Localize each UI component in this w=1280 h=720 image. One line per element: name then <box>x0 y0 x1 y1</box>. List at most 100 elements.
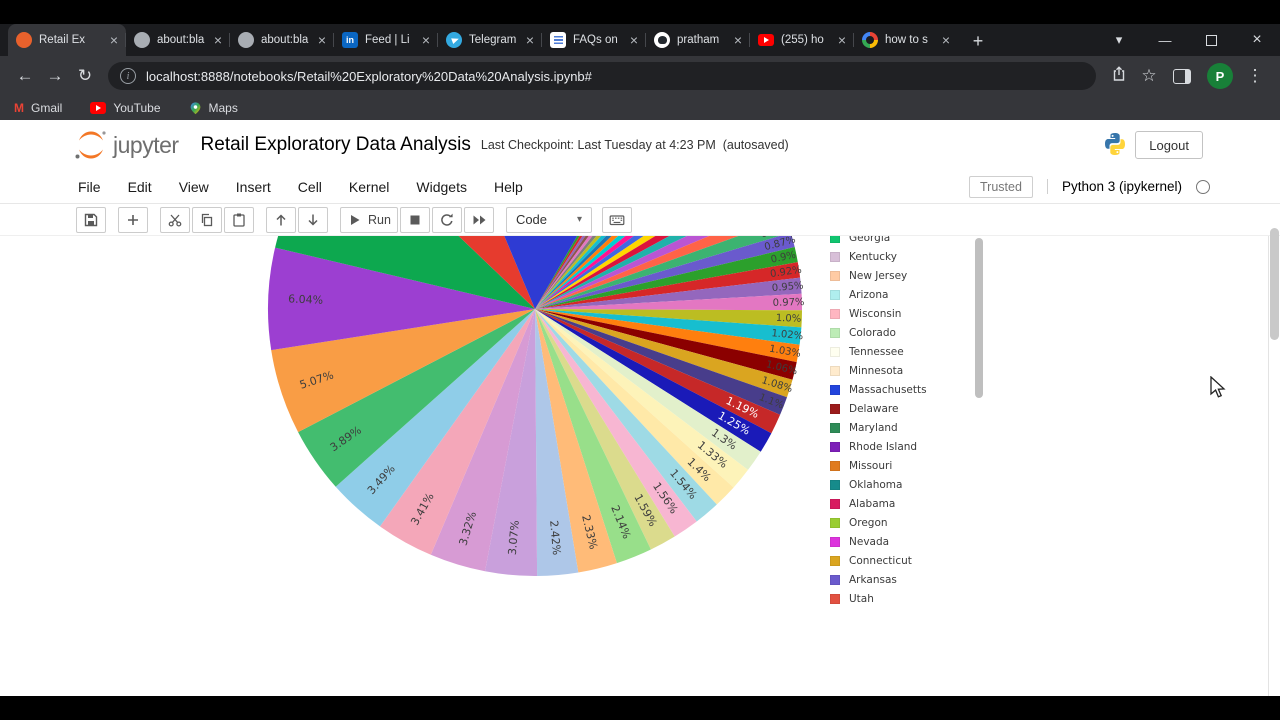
browser-tab[interactable]: (255) ho × <box>749 24 854 56</box>
pie-slice <box>535 236 612 309</box>
move-cell-up-button[interactable] <box>266 206 296 233</box>
legend-item: Minnesota <box>830 361 1000 380</box>
share-icon[interactable] <box>1104 65 1134 87</box>
browser-tab[interactable]: pratham × <box>645 24 750 56</box>
move-cell-down-button[interactable] <box>298 206 328 233</box>
gmail-icon: M <box>14 101 24 115</box>
menu-edit[interactable]: Edit <box>127 178 152 195</box>
copy-icon <box>201 213 213 226</box>
pie-slice <box>535 236 597 309</box>
legend-item: Tennessee <box>830 342 1000 361</box>
browser-tab[interactable]: Telegram × <box>437 24 542 56</box>
legend-item: Wisconsin <box>830 304 1000 323</box>
pie-percent-label: 0.95% <box>771 280 804 294</box>
restart-run-all-button[interactable] <box>463 206 494 233</box>
bookmark-star-icon[interactable]: ☆ <box>1141 66 1157 85</box>
browser-tab[interactable]: how to s × <box>853 24 958 56</box>
tab-search-chevron-icon[interactable]: ▾ <box>1115 32 1123 47</box>
add-cell-button[interactable] <box>118 206 148 233</box>
run-button[interactable]: Run <box>340 206 398 233</box>
browser-menu-icon[interactable]: ⋮ <box>1246 66 1264 85</box>
cell-type-dropdown[interactable]: Code ▾ <box>505 206 593 233</box>
pie-slice <box>535 309 772 452</box>
refresh-icon[interactable]: ↻ <box>77 66 93 85</box>
kernel-status-icon <box>1196 179 1210 194</box>
legend-label: Kentucky <box>849 250 897 263</box>
legend-swatch <box>830 251 840 262</box>
jupyter-logo[interactable]: jupyter <box>74 130 179 160</box>
bookmark-gmail[interactable]: M Gmail <box>14 101 62 115</box>
output-scrollbar[interactable] <box>975 238 983 398</box>
menu-cell[interactable]: Cell <box>297 178 322 195</box>
browser-navbar: ← → ↻ i localhost:8888/notebooks/Retail%… <box>0 56 1280 96</box>
legend-item: Nevada <box>830 532 1000 551</box>
url-text: localhost:8888/notebooks/Retail%20Explor… <box>146 68 592 84</box>
menu-kernel[interactable]: Kernel <box>348 178 390 195</box>
restart-kernel-button[interactable] <box>431 206 462 233</box>
cut-cells-button[interactable] <box>160 206 190 233</box>
new-tab-button[interactable]: + <box>972 30 984 51</box>
browser-tab[interactable]: about:bla × <box>125 24 230 56</box>
tab-close-icon[interactable]: × <box>941 32 950 48</box>
tab-close-icon[interactable]: × <box>629 32 638 48</box>
legend-item: Delaware <box>830 399 1000 418</box>
logout-button[interactable]: Logout <box>1135 131 1203 159</box>
menu-view[interactable]: View <box>178 178 209 195</box>
minimize-button[interactable]: — <box>1158 32 1172 48</box>
forward-icon[interactable]: → <box>46 66 64 85</box>
browser-tab[interactable]: in Feed | Li × <box>333 24 438 56</box>
pie-slice <box>535 236 710 309</box>
tab-close-icon[interactable]: × <box>317 32 326 48</box>
bookmark-label: Gmail <box>31 101 63 115</box>
close-window-button[interactable]: × <box>1252 31 1262 48</box>
tab-close-icon[interactable]: × <box>837 32 846 48</box>
menu-widgets[interactable]: Widgets <box>416 178 467 195</box>
tab-title: (255) ho <box>781 34 824 46</box>
legend-item: Alabama <box>830 494 1000 513</box>
down-icon <box>308 214 318 226</box>
browser-scrollbar-thumb[interactable] <box>1270 228 1279 340</box>
window-controls: ▾ — × <box>1096 24 1280 56</box>
interrupt-kernel-button[interactable] <box>399 206 430 233</box>
legend-label: Nevada <box>849 535 890 548</box>
chevron-down-icon: ▾ <box>577 214 583 225</box>
browser-tab[interactable]: FAQs on × <box>541 24 646 56</box>
legend-swatch <box>830 327 840 338</box>
pie-percent-label: 0.97% <box>773 297 805 309</box>
site-info-icon[interactable]: i <box>120 68 136 84</box>
save-button[interactable] <box>76 206 106 233</box>
tab-close-icon[interactable]: × <box>525 32 534 48</box>
maximize-button[interactable] <box>1188 24 1234 56</box>
tab-close-icon[interactable]: × <box>109 32 118 48</box>
tab-close-icon[interactable]: × <box>213 32 222 48</box>
copy-cells-button[interactable] <box>192 206 222 233</box>
run-label: Run <box>368 212 391 227</box>
tab-close-icon[interactable]: × <box>733 32 742 48</box>
runall-icon <box>473 215 486 224</box>
bookmark-youtube[interactable]: YouTube <box>90 101 161 115</box>
menu-help[interactable]: Help <box>493 178 523 195</box>
notebook-title[interactable]: Retail Exploratory Data Analysis <box>200 134 471 155</box>
bookmark-maps[interactable]: Maps <box>189 100 238 116</box>
paste-cells-button[interactable] <box>224 206 254 233</box>
side-panel-icon[interactable] <box>1173 68 1191 84</box>
bookmark-label: Maps <box>208 101 238 115</box>
tab-title: pratham <box>677 34 720 46</box>
browser-scrollbar[interactable] <box>1269 120 1280 696</box>
browser-tab[interactable]: about:bla × <box>229 24 334 56</box>
pie-slice <box>271 309 535 433</box>
pie-slice <box>380 309 535 555</box>
profile-avatar[interactable]: P <box>1207 63 1233 89</box>
back-icon[interactable]: ← <box>16 66 34 85</box>
command-palette-button[interactable] <box>602 206 633 233</box>
menu-file[interactable]: File <box>78 178 101 195</box>
browser-tab[interactable]: Retail Ex × <box>8 24 126 56</box>
pie-slice <box>535 236 580 309</box>
checkpoint-text: Last Checkpoint: Last Tuesday at 4:23 PM… <box>480 138 789 152</box>
tab-close-icon[interactable]: × <box>421 32 430 48</box>
legend-label: Arkansas <box>849 573 897 586</box>
menu-insert[interactable]: Insert <box>235 178 271 195</box>
address-bar[interactable]: i localhost:8888/notebooks/Retail%20Expl… <box>108 62 1096 90</box>
notebook-header: jupyter Retail Exploratory Data Analysis… <box>0 120 1280 170</box>
